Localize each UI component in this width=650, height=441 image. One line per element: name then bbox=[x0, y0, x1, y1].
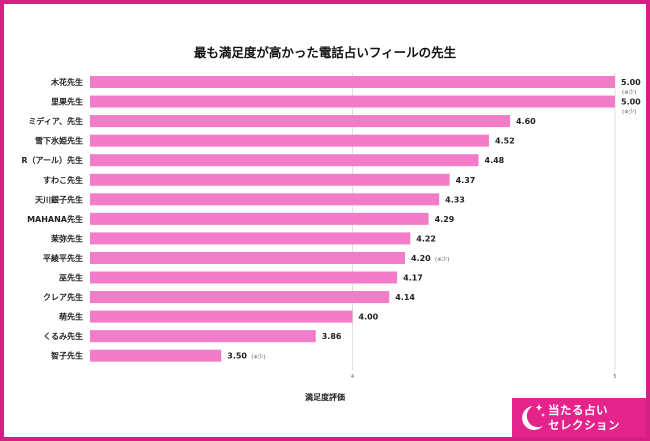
bar bbox=[90, 154, 479, 167]
category-label: すわこ先生 bbox=[43, 175, 83, 185]
value-label: 4.48 bbox=[485, 156, 505, 165]
bar bbox=[90, 134, 489, 147]
brand-line-2: セレクション bbox=[548, 418, 620, 432]
category-label: 雪下氷姫先生 bbox=[35, 136, 83, 146]
note-label: (※少) bbox=[435, 256, 449, 263]
value-label: 5.00 bbox=[621, 98, 641, 107]
category-label: 萌先生 bbox=[59, 312, 83, 322]
category-label: クレア先生 bbox=[43, 292, 83, 302]
brand-logo: 当たる占い セレクション bbox=[512, 398, 646, 437]
note-label: (※少) bbox=[251, 354, 265, 361]
value-label: 4.00 bbox=[359, 313, 379, 322]
value-label: 4.17 bbox=[403, 274, 423, 283]
value-label: 5.00 bbox=[621, 78, 641, 87]
brand-line-1: 当たる占い bbox=[548, 403, 608, 417]
bar bbox=[90, 115, 510, 128]
bar bbox=[90, 251, 405, 264]
category-label: 里果先生 bbox=[51, 97, 83, 107]
category-label: 茉弥先生 bbox=[50, 233, 83, 243]
value-label: 4.14 bbox=[395, 293, 415, 302]
value-label: 4.20 bbox=[411, 254, 431, 263]
category-label: ミディア、先生 bbox=[28, 116, 83, 126]
value-label: 4.22 bbox=[416, 234, 436, 243]
x-axis-label: 満足度評価 bbox=[305, 393, 345, 402]
value-label: 4.37 bbox=[456, 176, 476, 185]
value-label: 3.86 bbox=[322, 332, 342, 341]
note-label: (※少) bbox=[622, 109, 636, 116]
bar bbox=[90, 291, 390, 304]
value-label: 4.33 bbox=[445, 195, 465, 204]
bar bbox=[90, 310, 353, 323]
value-label: 3.50 bbox=[227, 352, 247, 361]
category-label: くるみ先生 bbox=[43, 331, 83, 341]
bar bbox=[90, 212, 429, 225]
value-label: 4.60 bbox=[516, 117, 536, 126]
moon-icon bbox=[522, 404, 545, 430]
note-label: (※少) bbox=[622, 89, 636, 96]
x-tick-label: 5 bbox=[613, 374, 616, 380]
bar bbox=[90, 232, 411, 245]
category-label: 天川銀子先生 bbox=[35, 194, 83, 204]
bar bbox=[90, 193, 440, 206]
category-label: 木花先生 bbox=[50, 77, 83, 87]
category-label: 平綾平先生 bbox=[43, 253, 83, 263]
category-label: R（アール）先生 bbox=[21, 155, 83, 165]
bar bbox=[90, 173, 450, 186]
bar bbox=[90, 95, 615, 108]
category-label: 巫先生 bbox=[59, 273, 83, 283]
category-label: 智子先生 bbox=[51, 351, 83, 361]
chart-title: 最も満足度が高かった電話占いフィールの先生 bbox=[193, 45, 457, 60]
value-label: 4.52 bbox=[495, 137, 515, 146]
x-tick-label: 4 bbox=[351, 374, 354, 380]
bar bbox=[90, 271, 398, 284]
bar bbox=[90, 330, 316, 343]
category-label: MAHANA先生 bbox=[27, 214, 83, 224]
bar bbox=[90, 76, 615, 88]
value-label: 4.29 bbox=[435, 215, 455, 224]
bar bbox=[90, 349, 222, 362]
